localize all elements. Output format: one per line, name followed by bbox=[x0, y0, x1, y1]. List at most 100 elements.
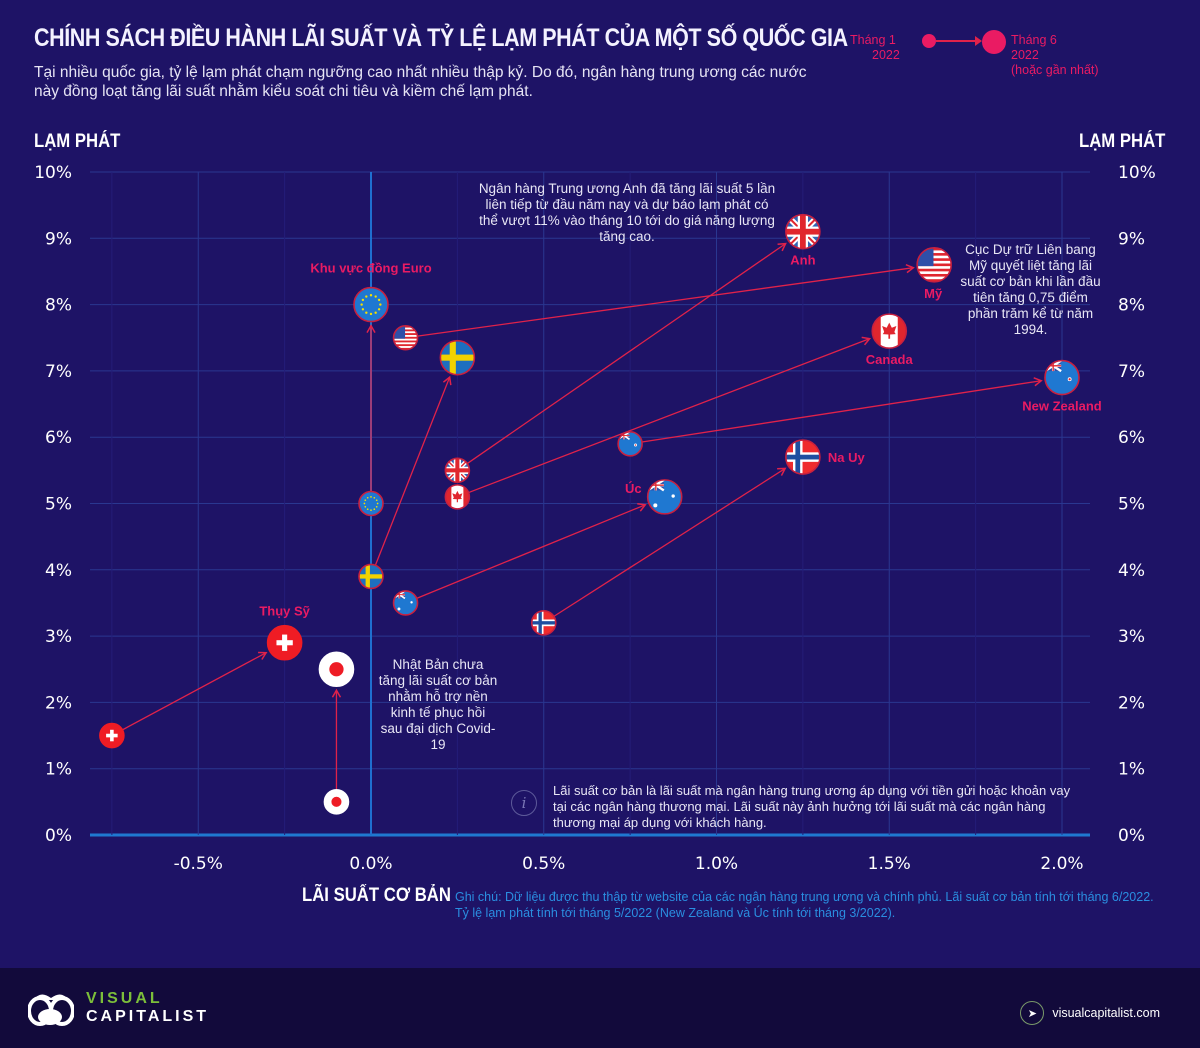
x-tick-label: -0.5% bbox=[174, 854, 223, 874]
x-tick-label: 1.0% bbox=[695, 854, 738, 874]
legend-end-dot bbox=[982, 30, 1006, 54]
website-url[interactable]: visualcapitalist.com bbox=[1052, 1006, 1160, 1020]
y-tick-label-left: 6% bbox=[45, 428, 72, 448]
axis-ticks: 0% 0% 1% 1% 2% 2% 3% 3% 4% 4% 5% 5% 6% 6% 7% 7% 8% 8% 9% 9%… bbox=[34, 163, 1156, 874]
legend-start-month: Tháng 1 bbox=[850, 33, 896, 47]
legend-start-label: Tháng 1 2022 bbox=[850, 33, 900, 63]
arrow-uk bbox=[466, 242, 787, 465]
scatter-chart: 0% 0% 1% 1% 2% 2% 3% 3% 4% 4% 5% 5% 6% 6% 7% 7% 8% 8% 9% 9%… bbox=[34, 163, 1156, 874]
flag-jan-eu-icon bbox=[358, 490, 384, 517]
country-label-us: Mỹ bbox=[924, 286, 943, 301]
legend-end-month: Tháng 6 bbox=[1011, 33, 1057, 47]
legend-start-dot bbox=[922, 34, 936, 48]
info-box: i Lãi suất cơ bản là lãi suất mà ngân hà… bbox=[505, 772, 1070, 832]
flags bbox=[99, 213, 1080, 815]
info-text: Lãi suất cơ bản là lãi suất mà ngân hàng… bbox=[553, 783, 1071, 830]
source-note: Ghi chú: Dữ liệu được thu thập từ websit… bbox=[455, 890, 1154, 920]
country-label-uk: Anh bbox=[790, 253, 815, 268]
y-tick-label-right: 8% bbox=[1118, 296, 1145, 316]
flag-jan-uk-icon bbox=[444, 457, 471, 484]
y-tick-label-left: 4% bbox=[45, 561, 72, 581]
y-tick-label-left: 3% bbox=[45, 627, 72, 647]
country-label-nz: New Zealand bbox=[1022, 399, 1102, 414]
arrows bbox=[122, 242, 1043, 790]
arrow-us bbox=[417, 263, 915, 337]
legend: Tháng 1 2022 Tháng 6 2022 (hoặc gần nhất… bbox=[845, 30, 1175, 90]
x-tick-label: 0.5% bbox=[522, 854, 565, 874]
flag-jan-se-icon bbox=[358, 563, 384, 590]
y-tick-label-left: 10% bbox=[34, 163, 72, 183]
country-label-ca: Canada bbox=[866, 352, 914, 367]
country-label-eu: Khu vực đồng Euro bbox=[310, 261, 431, 276]
footer: VISUAL CAPITALIST ➤ visualcapitalist.com bbox=[0, 968, 1200, 1048]
y-tick-label-right: 6% bbox=[1118, 428, 1145, 448]
brand-logo[interactable]: VISUAL CAPITALIST bbox=[28, 986, 228, 1032]
flag-jun-nz-icon bbox=[1044, 359, 1080, 396]
flag-jan-ch-icon bbox=[99, 722, 125, 749]
x-tick-label: 0.0% bbox=[349, 854, 392, 874]
binoculars-logo-icon bbox=[28, 994, 74, 1026]
annotation-us: Cục Dự trữ Liên bang Mỹ quyết liệt tăng … bbox=[960, 242, 1101, 337]
y-tick-label-right: 1% bbox=[1118, 760, 1145, 780]
flag-jun-uk-icon bbox=[785, 213, 821, 250]
country-label-ch: Thụy Sỹ bbox=[259, 604, 310, 619]
arrow-ch bbox=[122, 651, 268, 731]
y-tick-label-right: 7% bbox=[1118, 362, 1145, 382]
y-tick-label-right: 10% bbox=[1118, 163, 1156, 183]
annotation-japan: Nhật Bản chưa tăng lãi suất cơ bản nhằm … bbox=[378, 657, 498, 752]
y-tick-label-right: 4% bbox=[1118, 561, 1145, 581]
legend-end-year: 2022 bbox=[1011, 48, 1039, 62]
arrow-se bbox=[374, 375, 452, 566]
brand-word-1: VISUAL bbox=[86, 990, 163, 1007]
page-title: CHÍNH SÁCH ĐIỀU HÀNH LÃI SUẤT VÀ TỶ LỆ L… bbox=[34, 24, 848, 52]
legend-end-note: (hoặc gần nhất) bbox=[1011, 63, 1099, 77]
y-tick-label-left: 5% bbox=[45, 495, 72, 515]
y-tick-label-left: 7% bbox=[45, 362, 72, 382]
info-icon: i bbox=[511, 790, 537, 816]
y-tick-label-right: 5% bbox=[1118, 495, 1145, 515]
annotation-uk: Ngân hàng Trung ương Anh đã tăng lãi suấ… bbox=[478, 181, 776, 244]
y-axis-title-right: LẠM PHÁT bbox=[1079, 131, 1166, 152]
arrow-au bbox=[416, 503, 647, 600]
website-link[interactable]: ➤ visualcapitalist.com bbox=[1020, 1001, 1160, 1025]
brand-word-2: CAPITALIST bbox=[86, 1008, 210, 1025]
flag-jun-au-icon bbox=[646, 479, 683, 515]
legend-start-year: 2022 bbox=[872, 48, 900, 62]
country-label-no: Na Uy bbox=[828, 450, 866, 465]
x-tick-label: 1.5% bbox=[868, 854, 911, 874]
y-tick-label-left: 1% bbox=[45, 760, 72, 780]
arrow-nz bbox=[641, 377, 1043, 443]
legend-end-label: Tháng 6 2022 (hoặc gần nhất) bbox=[1011, 33, 1099, 78]
y-tick-label-left: 8% bbox=[45, 296, 72, 316]
arrow-ca bbox=[468, 336, 872, 494]
flag-jan-ca-icon bbox=[444, 484, 471, 510]
y-tick-label-left: 9% bbox=[45, 229, 72, 249]
arrow-no bbox=[553, 467, 787, 617]
flag-jun-us-icon bbox=[916, 247, 952, 283]
flag-jan-no-icon bbox=[530, 610, 557, 636]
cursor-icon: ➤ bbox=[1020, 1001, 1045, 1025]
y-tick-label-right: 2% bbox=[1118, 693, 1145, 713]
flag-jun-ca-icon bbox=[871, 313, 908, 349]
flag-jan-au-icon bbox=[392, 590, 419, 616]
flag-jun-no-icon bbox=[785, 439, 821, 475]
y-tick-label-right: 0% bbox=[1118, 826, 1145, 846]
legend-arrow-icon bbox=[936, 36, 982, 46]
flag-jan-nz-icon bbox=[617, 431, 643, 457]
flag-jan-jp-icon bbox=[323, 789, 350, 815]
x-tick-label: 2.0% bbox=[1040, 854, 1083, 874]
flag-jun-jp-icon bbox=[318, 651, 355, 688]
flag-jun-se-icon bbox=[439, 339, 476, 376]
x-axis-title: LÃI SUẤT CƠ BẢN bbox=[302, 885, 451, 906]
y-tick-label-right: 9% bbox=[1118, 229, 1145, 249]
flag-jan-us-icon bbox=[392, 324, 419, 351]
flag-jun-eu-icon bbox=[353, 286, 389, 323]
grid bbox=[90, 171, 1090, 837]
y-tick-label-left: 0% bbox=[45, 826, 72, 846]
page-subtitle: Tại nhiều quốc gia, tỷ lệ lạm phát chạm … bbox=[34, 64, 807, 100]
y-tick-label-left: 2% bbox=[45, 693, 72, 713]
y-axis-title-left: LẠM PHÁT bbox=[34, 131, 121, 152]
flag-jun-ch-icon bbox=[266, 624, 303, 661]
country-label-au: Úc bbox=[625, 481, 642, 496]
y-tick-label-right: 3% bbox=[1118, 627, 1145, 647]
